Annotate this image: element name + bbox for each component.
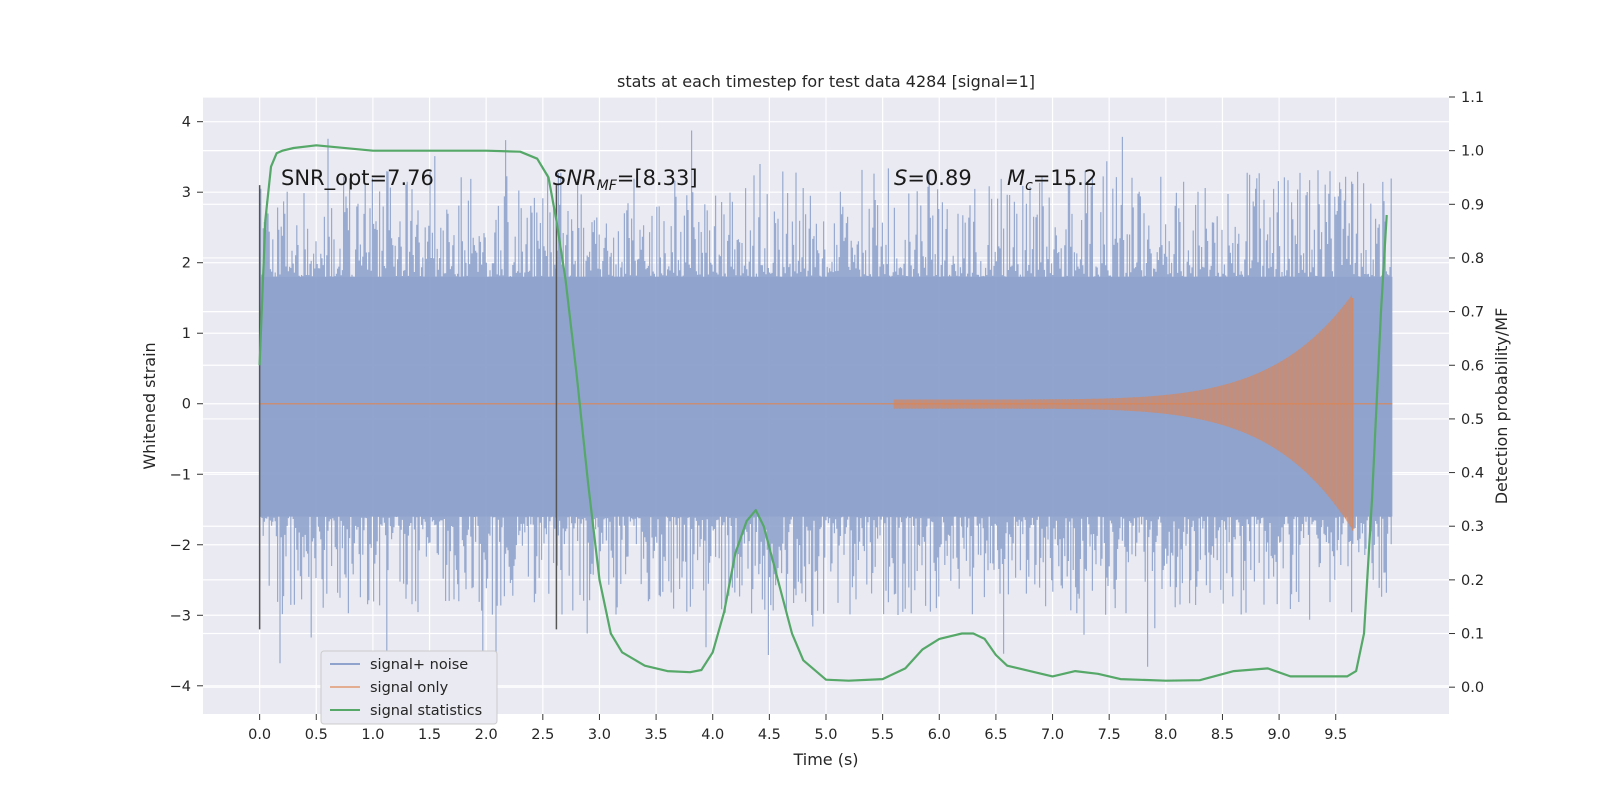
- y2-axis-ticks: 1.1 1.0 0.9 0.8 0.7 0.6 0.5 0.4 0.3 0.2 0.1 0.0: [1449, 90, 1484, 696]
- annotation-mc: Mc=15.2: [1007, 166, 1097, 194]
- x-tick-label: 1.0: [361, 727, 384, 743]
- x-tick-label: 4.0: [701, 727, 724, 743]
- annotation-snr-opt: SNR_opt=7.76: [281, 166, 434, 191]
- x-axis-label: Time (s): [792, 750, 858, 769]
- y2-tick-label: 1.1: [1461, 90, 1484, 106]
- legend-label-stats: signal statistics: [370, 703, 482, 719]
- x-tick-label: 6.0: [928, 727, 951, 743]
- y-tick-label: −2: [170, 538, 191, 554]
- x-tick-label: 5.5: [871, 727, 894, 743]
- y2-tick-label: 0.4: [1461, 466, 1484, 482]
- y2-tick-label: 0.2: [1461, 573, 1484, 589]
- y-tick-label: −3: [170, 608, 191, 624]
- x-tick-label: 8.0: [1154, 727, 1177, 743]
- legend-label-signal: signal only: [370, 680, 449, 696]
- y2-tick-label: 0.7: [1461, 305, 1484, 321]
- signal-series: [259, 294, 1393, 531]
- stats-series: [258, 144, 1388, 682]
- annotation-mc-sub: c: [1025, 178, 1033, 194]
- x-tick-label: 0.5: [305, 727, 328, 743]
- y-tick-label: 3: [182, 185, 191, 201]
- y2-tick-label: 0.5: [1461, 412, 1484, 428]
- y-tick-label: 1: [182, 326, 191, 342]
- annotation-mc-base: M: [1007, 166, 1025, 190]
- x-tick-label: 0.0: [248, 727, 271, 743]
- annotation-s-value: =0.89: [907, 166, 971, 190]
- signal-chirp-cycles: [893, 297, 1351, 526]
- y-tick-label: −4: [170, 679, 191, 695]
- x-tick-label: 8.5: [1211, 727, 1234, 743]
- y-tick-label: 2: [182, 256, 191, 272]
- x-axis-ticks: 0.0 0.5 1.0 1.5 2.0 2.5 3.0 3.5 4.0 4.5 5.0 5.5 6.0 6…: [248, 714, 1347, 743]
- x-tick-label: 9.0: [1268, 727, 1291, 743]
- x-tick-label: 9.5: [1324, 727, 1347, 743]
- stats-line: [258, 144, 1388, 682]
- annotation-snr-mf-base: SNR: [553, 166, 597, 190]
- legend-label-noise: signal+ noise: [370, 657, 468, 673]
- y2-tick-label: 1.0: [1461, 144, 1484, 160]
- x-tick-label: 2.0: [475, 727, 498, 743]
- y-tick-label: −1: [170, 467, 191, 483]
- annotation-snr-mf: SNRMF=[8.33]: [553, 166, 698, 194]
- y2-tick-label: 0.1: [1461, 627, 1484, 643]
- x-tick-label: 6.5: [984, 727, 1007, 743]
- y2-tick-label: 0.9: [1461, 197, 1484, 213]
- y2-tick-label: 0.6: [1461, 358, 1484, 374]
- x-tick-label: 4.5: [758, 727, 781, 743]
- x-tick-label: 3.0: [588, 727, 611, 743]
- x-tick-label: 1.5: [418, 727, 441, 743]
- y2-tick-label: 0.3: [1461, 519, 1484, 535]
- annotation-s-base: S: [894, 166, 907, 190]
- x-tick-label: 7.5: [1098, 727, 1121, 743]
- y2-tick-label: 0.0: [1461, 680, 1484, 696]
- y-tick-label: 0: [182, 397, 191, 413]
- x-tick-label: 3.5: [645, 727, 668, 743]
- y-axis-ticks: 4 3 2 1 0 −1 −2 −3 −4: [170, 115, 203, 695]
- annotation-mc-value: =15.2: [1033, 166, 1097, 190]
- y-tick-label: 4: [182, 115, 191, 131]
- chart-title: stats at each timestep for test data 428…: [617, 72, 1035, 91]
- y2-axis-label: Detection probability/MF: [1492, 308, 1511, 505]
- vertical-markers: [258, 185, 558, 630]
- x-tick-label: 5.0: [814, 727, 837, 743]
- annotation-snr-mf-sub: MF: [597, 178, 618, 194]
- legend-box: [320, 650, 498, 725]
- x-tick-label: 2.5: [531, 727, 554, 743]
- y-axis-label: Whitened strain: [140, 342, 159, 469]
- annotation-snr-mf-value: =[8.33]: [617, 166, 698, 190]
- legend: signal+ noise signal only signal statist…: [320, 650, 498, 725]
- annotation-s-stat: S=0.89: [894, 166, 972, 190]
- x-tick-label: 7.0: [1041, 727, 1064, 743]
- y2-tick-label: 0.8: [1461, 251, 1484, 267]
